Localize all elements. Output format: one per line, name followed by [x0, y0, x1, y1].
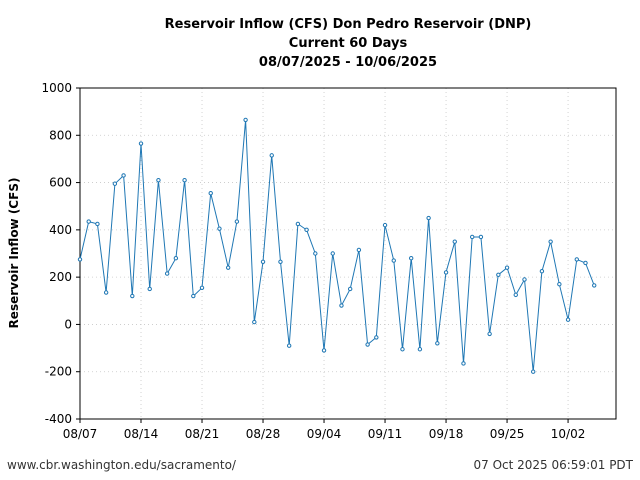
y-axis: -400 -200 0 200 400 600 800 1000 — [41, 81, 80, 426]
x-tick-label: 09/18 — [429, 427, 464, 441]
chart-title-line-1: Reservoir Inflow (CFS) Don Pedro Reservo… — [165, 17, 532, 32]
footer-source-url: www.cbr.washington.edu/sacramento/ — [7, 458, 236, 472]
data-point — [365, 342, 370, 347]
data-point — [252, 319, 257, 325]
data-point — [583, 260, 588, 266]
y-tick-label: 1000 — [41, 81, 72, 95]
data-point — [173, 256, 179, 261]
x-tick-label: 09/11 — [368, 427, 403, 441]
y-tick-label: 600 — [49, 176, 72, 190]
data-point — [304, 227, 309, 233]
data-point — [487, 331, 492, 337]
data-point — [199, 285, 205, 290]
data-point — [496, 272, 501, 277]
data-point — [95, 221, 100, 227]
data-point — [191, 293, 196, 299]
data-point — [156, 178, 161, 183]
data-point — [295, 221, 301, 227]
data-point — [164, 271, 170, 276]
data-point — [147, 286, 152, 292]
x-tick-label: 08/28 — [246, 427, 281, 441]
data-point — [478, 234, 484, 240]
data-point — [513, 292, 518, 298]
y-tick-label: 200 — [49, 270, 72, 284]
data-point — [426, 215, 431, 221]
x-tick-label: 08/14 — [124, 427, 159, 441]
data-point — [121, 173, 126, 178]
data-point — [138, 141, 144, 146]
footer-timestamp: 07 Oct 2025 06:59:01 PDT — [473, 458, 633, 472]
data-point — [452, 239, 457, 244]
data-point — [374, 335, 379, 340]
data-point — [356, 247, 362, 253]
data-point — [321, 348, 327, 353]
x-tick-label: 09/25 — [490, 427, 525, 441]
data-point — [278, 259, 283, 264]
data-point — [286, 343, 292, 348]
chart-title-line-3: 08/07/2025 - 10/06/2025 — [259, 55, 437, 70]
data-points — [77, 117, 597, 374]
data-point — [565, 317, 571, 322]
data-point — [522, 277, 527, 282]
data-point — [208, 191, 213, 196]
y-tick-label: 400 — [49, 223, 72, 237]
data-point — [347, 286, 353, 292]
data-point — [103, 290, 109, 295]
data-point — [269, 153, 274, 158]
data-point — [234, 219, 240, 224]
y-tick-label: 0 — [64, 317, 72, 331]
y-tick-label: -400 — [45, 412, 72, 426]
chart-title-line-2: Current 60 Days — [289, 36, 408, 51]
data-point — [225, 265, 231, 270]
data-point — [504, 265, 510, 270]
data-point — [382, 222, 388, 228]
data-point — [435, 341, 440, 346]
data-point — [313, 251, 318, 256]
y-axis-label: Reservoir Inflow (CFS) — [7, 178, 21, 329]
data-point — [574, 257, 579, 262]
data-point — [77, 257, 83, 262]
data-point — [417, 347, 423, 352]
data-point — [217, 226, 222, 231]
data-point — [260, 259, 266, 264]
x-tick-label: 08/07 — [63, 427, 98, 441]
data-point — [557, 282, 562, 287]
data-point — [408, 256, 414, 261]
data-point — [130, 293, 135, 299]
y-tick-label: -200 — [45, 365, 72, 379]
data-point — [400, 347, 405, 352]
data-point — [592, 283, 597, 288]
data-point — [539, 269, 545, 274]
data-point — [86, 219, 91, 224]
series-line — [79, 119, 595, 372]
data-point — [548, 239, 553, 244]
x-tick-label: 08/21 — [185, 427, 220, 441]
x-axis: 08/07 08/14 08/21 08/28 09/04 09/11 09/18 09/25… — [63, 419, 586, 441]
x-tick-label: 09/04 — [307, 427, 342, 441]
data-point — [339, 303, 344, 308]
data-point — [330, 251, 335, 256]
data-point — [531, 369, 536, 374]
y-tick-label: 800 — [49, 128, 72, 142]
x-tick-label: 10/02 — [551, 427, 586, 441]
data-point — [469, 234, 475, 240]
data-point — [391, 258, 396, 263]
data-point — [182, 178, 187, 183]
grid — [79, 87, 616, 420]
data-point — [443, 270, 449, 275]
data-point — [112, 181, 118, 186]
data-point — [461, 361, 466, 366]
data-point — [243, 117, 248, 123]
plot-frame — [79, 87, 617, 420]
